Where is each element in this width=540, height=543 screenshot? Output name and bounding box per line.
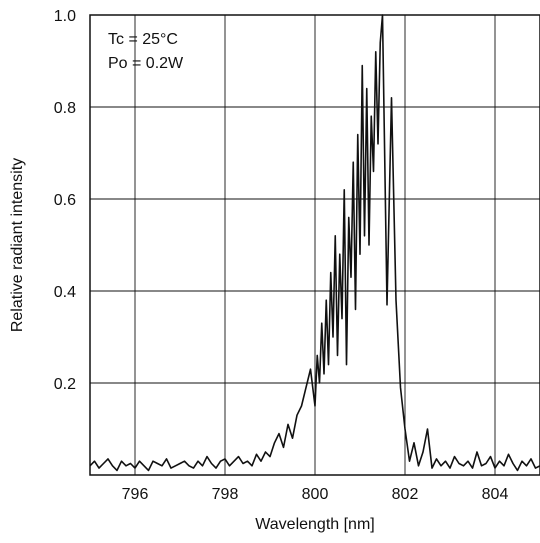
x-tick-label: 796 <box>122 486 149 503</box>
x-axis-ticks: 796 798 800 802 804 <box>122 486 509 503</box>
x-axis-title: Wavelength [nm] <box>255 516 374 533</box>
y-tick-label: 0.8 <box>54 100 76 117</box>
y-tick-label: 0.4 <box>54 284 76 301</box>
annotation-power: Po = 0.2W <box>108 55 184 72</box>
annotation-temperature: Tc = 25°C <box>108 31 178 48</box>
plot-frame <box>89 14 540 476</box>
x-tick-label: 800 <box>302 486 329 503</box>
y-axis-title: Relative radiant intensity <box>9 158 26 332</box>
y-tick-label: 0.6 <box>54 192 76 209</box>
x-tick-label: 804 <box>482 486 509 503</box>
spectrum-series-line <box>89 14 540 472</box>
y-tick-label: 1.0 <box>54 8 76 25</box>
x-tick-label: 802 <box>392 486 419 503</box>
y-axis-ticks: 0.2 0.4 0.6 0.8 1.0 <box>54 8 76 393</box>
x-tick-label: 798 <box>212 486 239 503</box>
y-tick-label: 0.2 <box>54 376 76 393</box>
